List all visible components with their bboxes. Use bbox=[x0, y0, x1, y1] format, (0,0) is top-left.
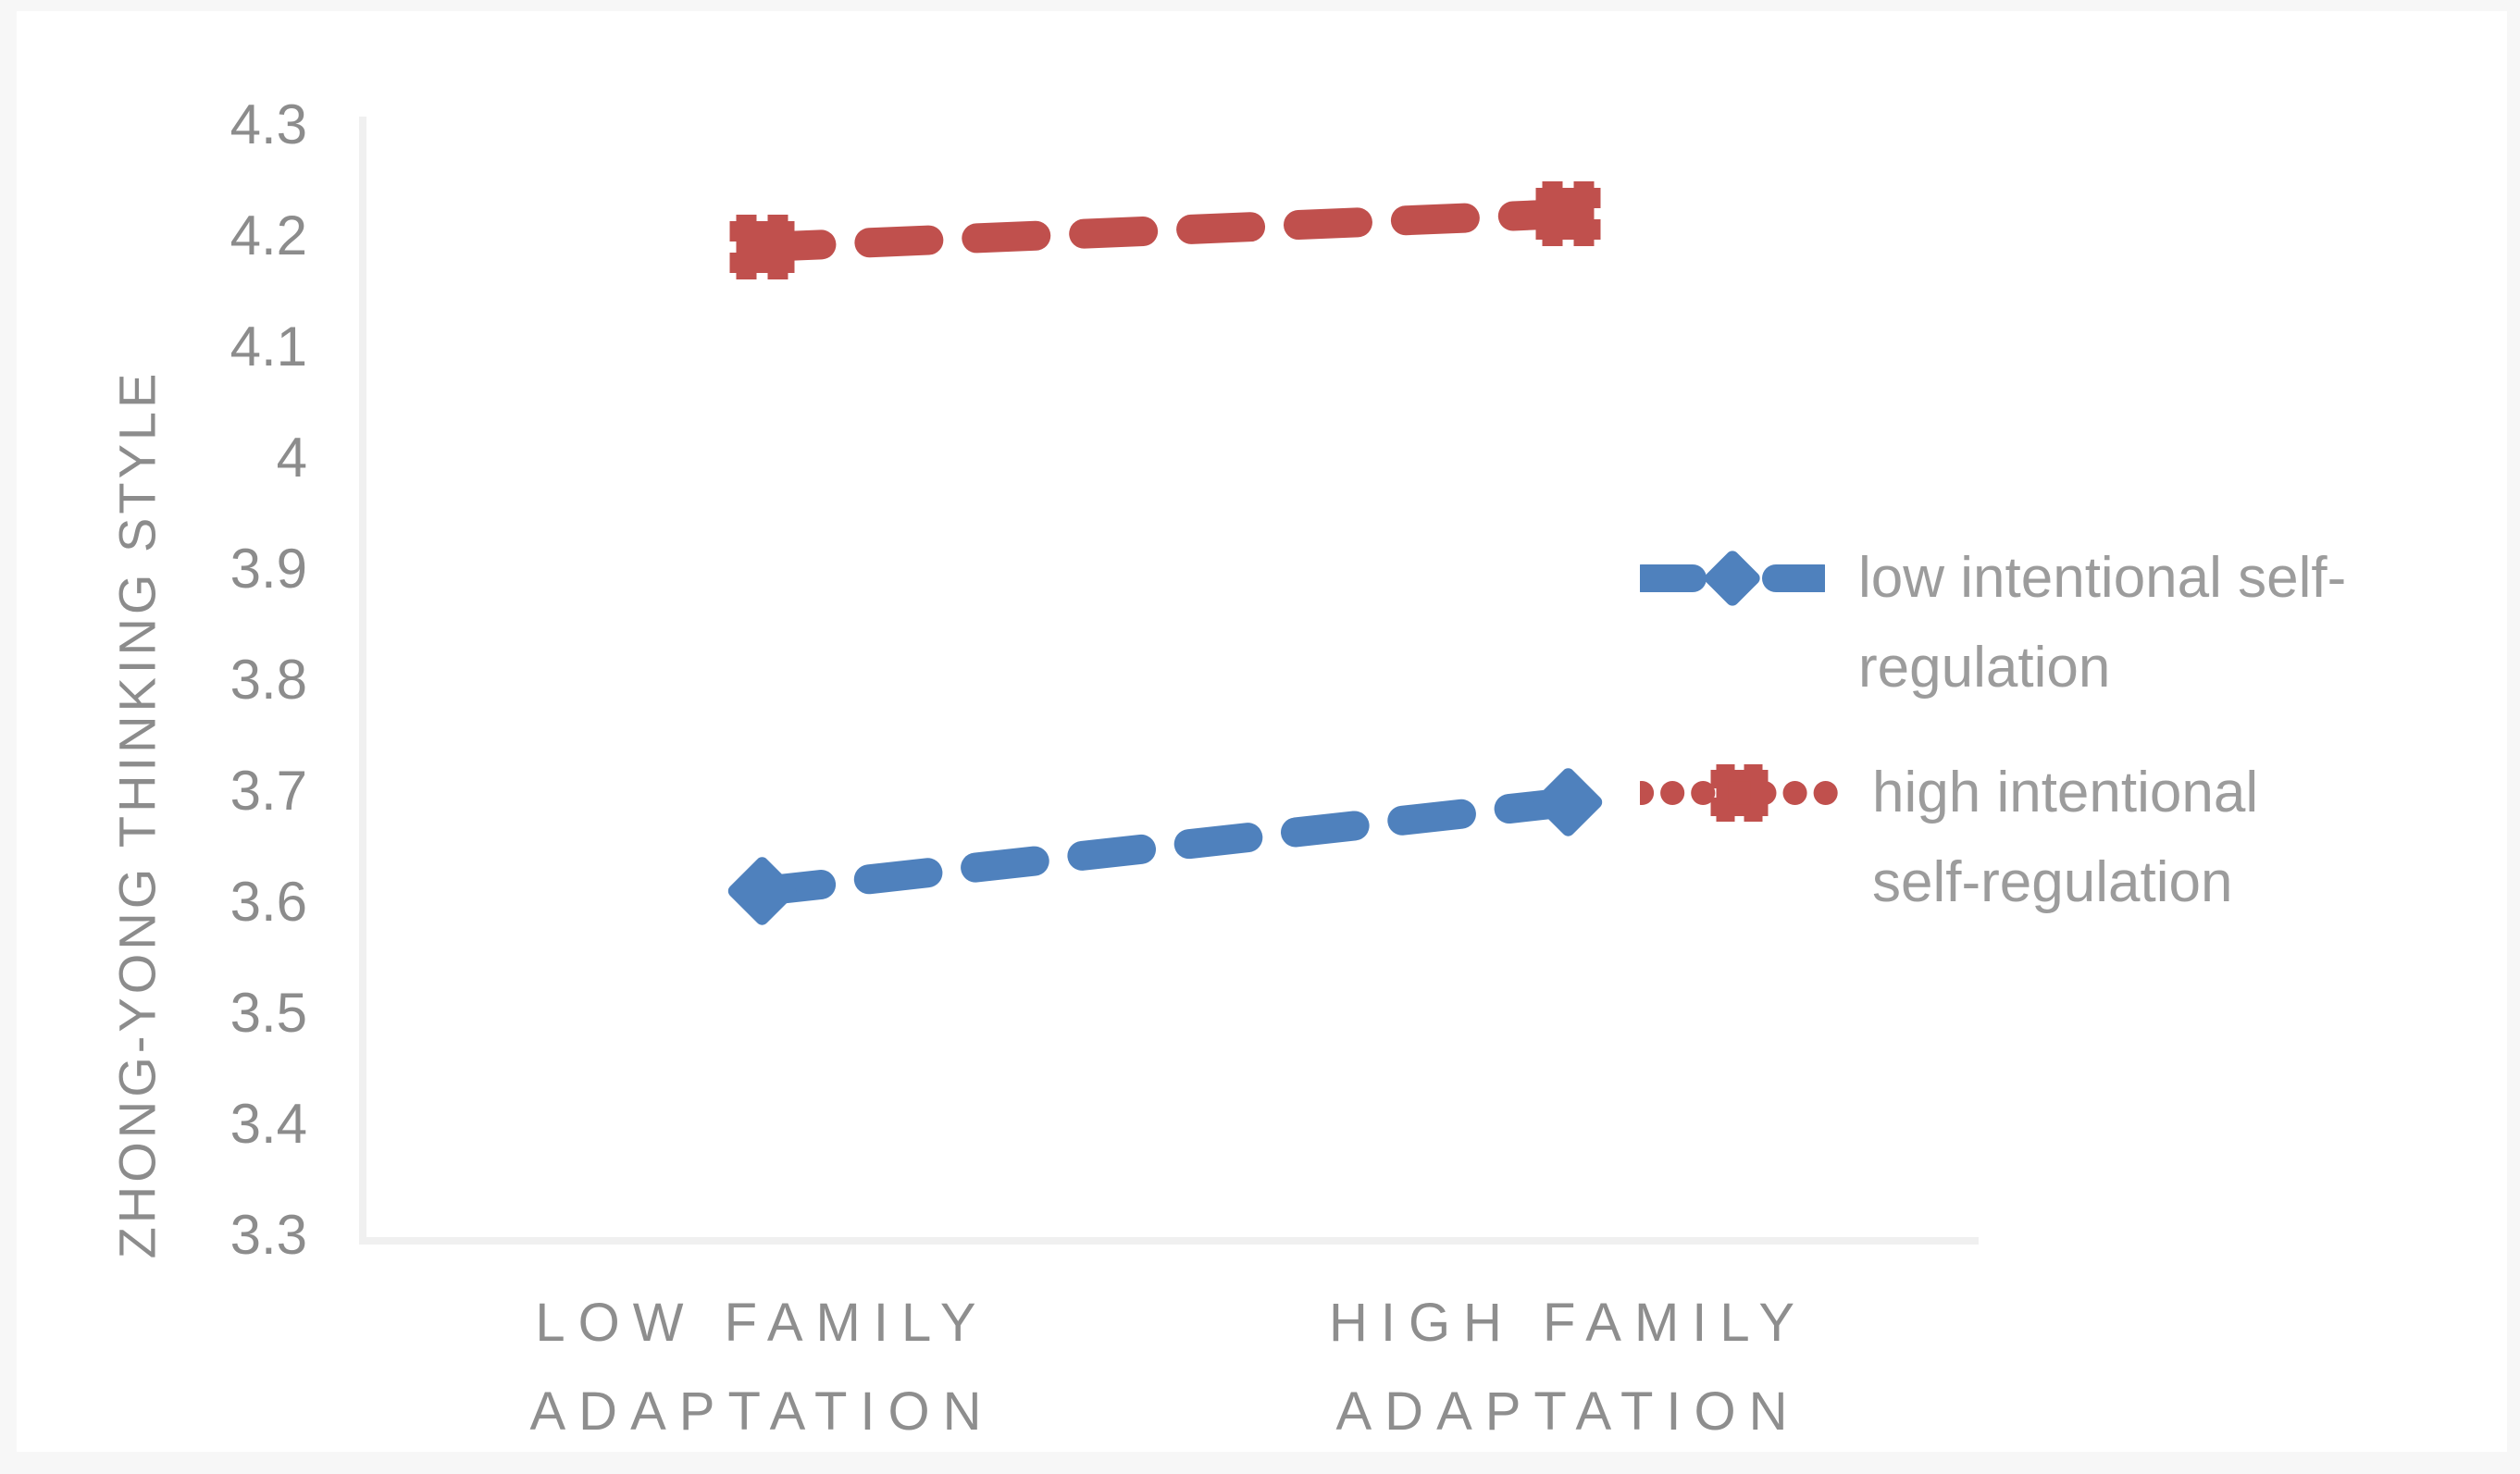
legend-sample-line bbox=[1640, 551, 1825, 606]
x-category-label-line: ADAPTATION bbox=[529, 1381, 995, 1442]
hash-marker-bar bbox=[749, 234, 776, 260]
x-category-label: LOW FAMILY ADAPTATION bbox=[530, 1279, 995, 1456]
y-tick-label: 3.9 bbox=[230, 538, 307, 600]
y-tick-label: 3.6 bbox=[230, 871, 307, 933]
series-line-high-isr bbox=[747, 199, 1583, 262]
y-tick-label: 4.2 bbox=[230, 204, 307, 266]
legend-label: low intentional self-regulation bbox=[1858, 533, 2346, 712]
y-tick-label: 3.7 bbox=[230, 760, 307, 822]
y-tick-label: 3.3 bbox=[230, 1204, 307, 1266]
hash-marker-bar bbox=[1728, 781, 1751, 805]
x-category-label-line: ADAPTATION bbox=[1335, 1381, 1801, 1442]
legend-entry-high-isr: high intentional self-regulation bbox=[1640, 748, 2258, 927]
series-line-low-isr bbox=[747, 787, 1583, 906]
hash-marker-bar bbox=[729, 253, 795, 273]
diamond-marker bbox=[727, 857, 797, 925]
legend-label-line: low intentional self- bbox=[1858, 546, 2347, 610]
diamond-marker bbox=[1705, 551, 1760, 606]
x-category-label-line: HIGH FAMILY bbox=[1328, 1293, 1808, 1353]
x-category-label-line: LOW FAMILY bbox=[535, 1293, 989, 1353]
y-tick-label: 4 bbox=[276, 427, 307, 489]
hash-marker bbox=[729, 215, 795, 279]
hash-marker-bar bbox=[1710, 770, 1769, 788]
hash-marker-bar bbox=[729, 221, 795, 242]
x-category-label: HIGH FAMILY ADAPTATION bbox=[1329, 1279, 1807, 1456]
hash-marker-bar bbox=[1535, 188, 1601, 208]
y-axis-ticks: 4.3 4.2 4.1 4 3.9 3.8 3.7 3.6 3.5 3.4 3.3 bbox=[0, 0, 307, 1474]
legend-label-line: regulation bbox=[1858, 636, 2111, 700]
y-tick-label: 4.3 bbox=[230, 93, 307, 155]
hash-marker-bar bbox=[1555, 201, 1582, 227]
diamond-marker bbox=[1533, 768, 1603, 836]
legend-label-line: self-regulation bbox=[1872, 850, 2233, 914]
chart-background-panel bbox=[17, 11, 2507, 1452]
hash-marker bbox=[1535, 181, 1601, 246]
y-tick-label: 3.4 bbox=[230, 1093, 307, 1155]
legend-sample-line bbox=[1640, 764, 1839, 822]
legend-entry-low-isr: low intentional self-regulation bbox=[1640, 533, 2346, 712]
legend-label-line: high intentional bbox=[1872, 761, 2259, 824]
plot-area bbox=[359, 117, 1979, 1245]
hash-marker-bar bbox=[1710, 798, 1769, 816]
y-tick-label: 4.1 bbox=[230, 316, 307, 378]
y-tick-label: 3.5 bbox=[230, 982, 307, 1044]
hash-marker bbox=[1710, 764, 1769, 822]
hash-marker-bar bbox=[1535, 219, 1601, 240]
y-tick-label: 3.8 bbox=[230, 649, 307, 711]
legend-label: high intentional self-regulation bbox=[1872, 748, 2258, 927]
